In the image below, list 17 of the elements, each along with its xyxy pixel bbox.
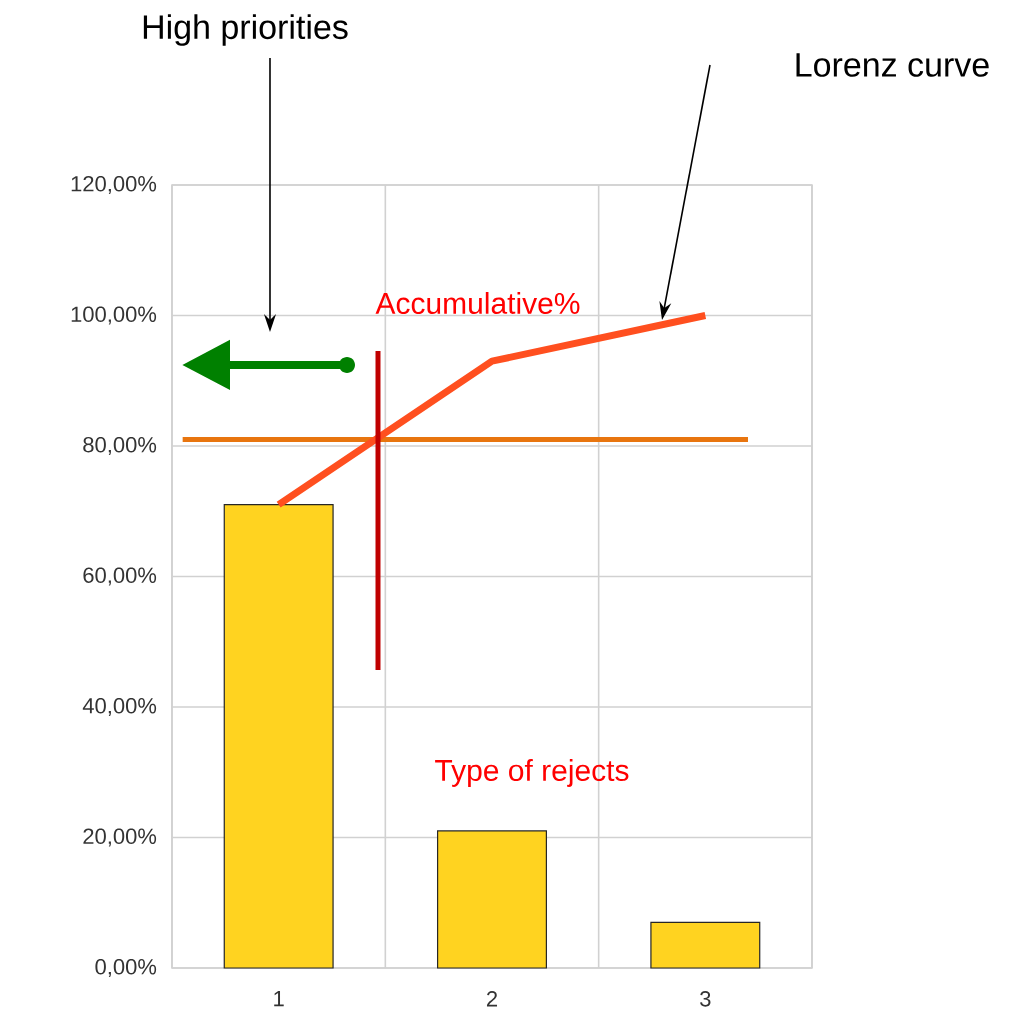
- text: High priorities: [143, 14, 348, 46]
- annotation: Type of rejects: [435, 759, 629, 787]
- annotation: Accumulative%: [375, 291, 580, 314]
- x-tick-label: 2: [486, 991, 498, 1007]
- bar: [437, 830, 547, 969]
- y-tick-label: 40,00%: [82, 697, 157, 717]
- bar: [650, 921, 761, 969]
- y-tick-label: 0,00%: [95, 958, 157, 978]
- x-tick-label: 1: [274, 991, 284, 1007]
- y-tick-label: 60,00%: [83, 567, 157, 586]
- y-tick-label: 100,00%: [71, 306, 157, 325]
- bar: [223, 504, 334, 969]
- y-tick-label: 120,00%: [71, 175, 157, 195]
- x-tick-label: 3: [700, 991, 711, 1007]
- y-tick-label: 80,00%: [83, 436, 157, 456]
- y-tick-label: 20,00%: [83, 828, 157, 847]
- text: Lorenz curve: [796, 53, 989, 77]
